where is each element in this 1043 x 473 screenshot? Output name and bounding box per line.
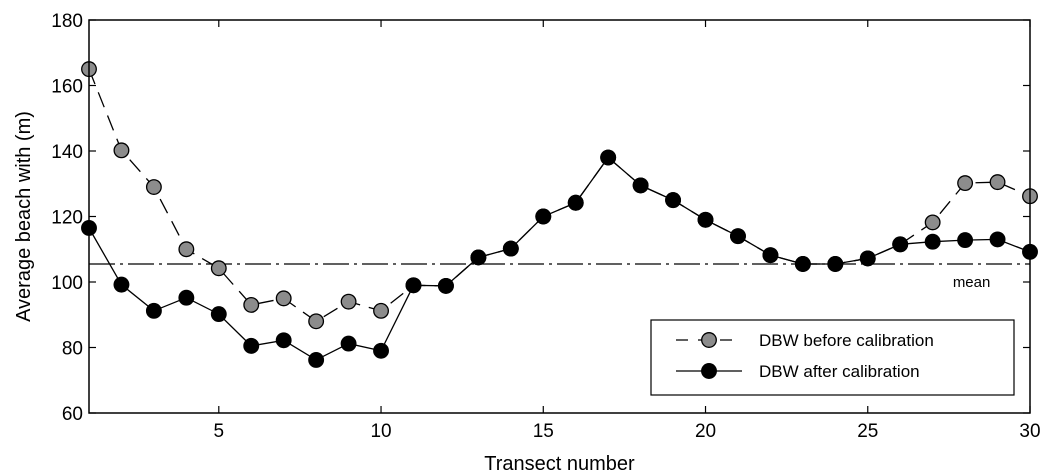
series-2-point bbox=[989, 231, 1006, 248]
series-2-point bbox=[405, 277, 422, 294]
series-2-point bbox=[697, 211, 714, 228]
x-tick-label: 10 bbox=[370, 421, 391, 442]
y-tick-label: 100 bbox=[51, 273, 83, 294]
series-2-point bbox=[957, 232, 974, 249]
series-1-point bbox=[340, 293, 357, 310]
x-tick-label: 25 bbox=[857, 421, 878, 442]
series-2-point bbox=[113, 276, 130, 293]
legend-label: DBW after calibration bbox=[759, 362, 920, 381]
series-2-point bbox=[275, 332, 292, 349]
y-tick-label: 80 bbox=[62, 339, 83, 360]
series-line-1 bbox=[88, 68, 1031, 323]
series-2-point bbox=[470, 249, 487, 266]
x-tick-label: 30 bbox=[1019, 421, 1040, 442]
y-tick-label: 180 bbox=[51, 11, 83, 32]
series-1-point bbox=[145, 179, 162, 195]
series-2-point bbox=[373, 342, 389, 359]
series-2-point bbox=[340, 335, 357, 352]
series-2-point bbox=[892, 236, 909, 253]
series-1-point bbox=[924, 214, 941, 231]
series-layer bbox=[81, 61, 1038, 368]
series-2-point bbox=[567, 194, 584, 211]
series-2-point bbox=[827, 256, 844, 272]
series-1-point bbox=[373, 302, 389, 319]
series-2-point bbox=[535, 208, 552, 225]
series-1-point bbox=[308, 313, 325, 330]
y-tick-label: 140 bbox=[51, 142, 83, 163]
series-2-point bbox=[632, 177, 649, 194]
x-tick-label: 15 bbox=[533, 421, 554, 442]
series-1-point bbox=[243, 296, 260, 313]
x-tick-label: 5 bbox=[214, 421, 225, 442]
legend-marker bbox=[701, 332, 717, 348]
series-2-point bbox=[794, 256, 811, 272]
series-2-point bbox=[762, 247, 779, 264]
series-1-point bbox=[210, 260, 227, 277]
y-tick-label: 60 bbox=[62, 404, 83, 425]
x-tick-label: 20 bbox=[695, 421, 716, 442]
y-tick-label: 120 bbox=[51, 208, 83, 229]
series-1-point bbox=[957, 175, 974, 192]
y-axis-label: Average beach with (m) bbox=[13, 111, 35, 322]
legend: DBW before calibration DBW after calibrat… bbox=[650, 319, 1015, 396]
series-1-point bbox=[275, 290, 292, 307]
series-2-point bbox=[730, 228, 746, 245]
series-1-point bbox=[113, 142, 130, 159]
series-2-point bbox=[859, 250, 876, 267]
series-2-point bbox=[145, 302, 162, 319]
series-2-point bbox=[437, 277, 454, 294]
ticks-layer: 5 10 15 20 25 30 60 80 100 120 140 160 180 bbox=[51, 11, 1040, 442]
series-1-point bbox=[989, 174, 1006, 191]
series-2-point bbox=[600, 149, 617, 166]
series-2-point bbox=[210, 306, 227, 323]
series-1-point bbox=[178, 241, 195, 258]
y-tick-label: 160 bbox=[51, 77, 83, 98]
legend-marker bbox=[701, 363, 717, 379]
series-2-point bbox=[308, 351, 325, 368]
series-2-point bbox=[178, 289, 195, 306]
series-2-point bbox=[665, 192, 682, 209]
x-axis-label: Transect number bbox=[484, 453, 635, 473]
legend-label: DBW before calibration bbox=[759, 331, 934, 350]
mean-label: mean bbox=[953, 274, 991, 291]
series-2-point bbox=[243, 337, 260, 354]
series-2-point bbox=[924, 233, 941, 250]
series-2-point bbox=[502, 240, 519, 257]
